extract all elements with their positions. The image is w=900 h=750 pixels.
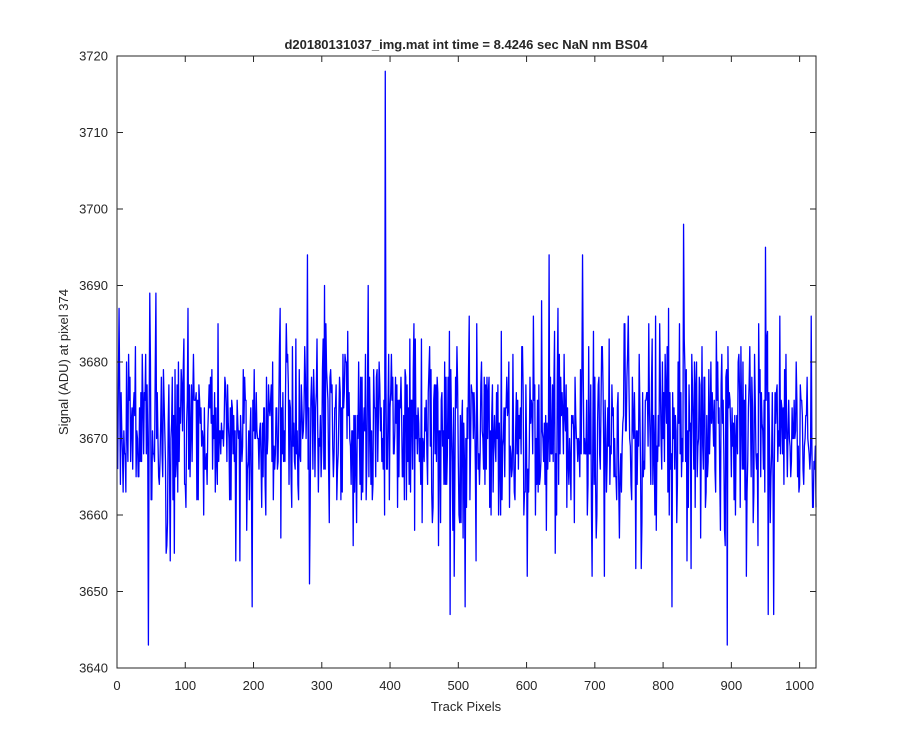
y-tick-label: 3710 xyxy=(79,125,108,140)
x-tick-label: 300 xyxy=(311,678,333,693)
x-tick-label: 1000 xyxy=(785,678,814,693)
y-tick-label: 3700 xyxy=(79,202,108,217)
chart-title: d20180131037_img.mat int time = 8.4246 s… xyxy=(284,37,648,52)
x-tick-label: 0 xyxy=(113,678,120,693)
y-tick-label: 3680 xyxy=(79,355,108,370)
x-axis-ticks: 0 100 200 300 400 500 600 700 800 900 1000 xyxy=(113,56,814,693)
y-tick-label: 3690 xyxy=(79,278,108,293)
y-tick-label: 3650 xyxy=(79,584,108,599)
x-tick-label: 100 xyxy=(174,678,196,693)
x-tick-label: 700 xyxy=(584,678,606,693)
plot-area xyxy=(117,70,817,646)
x-tick-label: 800 xyxy=(652,678,674,693)
y-tick-label: 3720 xyxy=(79,49,108,64)
x-axis-label: Track Pixels xyxy=(431,699,502,714)
x-tick-label: 200 xyxy=(243,678,265,693)
x-tick-label: 600 xyxy=(516,678,538,693)
x-tick-label: 400 xyxy=(379,678,401,693)
y-tick-label: 3660 xyxy=(79,508,108,523)
y-tick-label: 3640 xyxy=(79,661,108,676)
x-tick-label: 900 xyxy=(721,678,743,693)
y-axis-label: Signal (ADU) at pixel 374 xyxy=(56,289,71,435)
signal-series-line xyxy=(117,70,817,646)
y-axis-ticks: 3640 3650 3660 3670 3680 3690 3700 3710 3720 xyxy=(79,49,816,676)
x-tick-label: 500 xyxy=(447,678,469,693)
y-tick-label: 3670 xyxy=(79,431,108,446)
